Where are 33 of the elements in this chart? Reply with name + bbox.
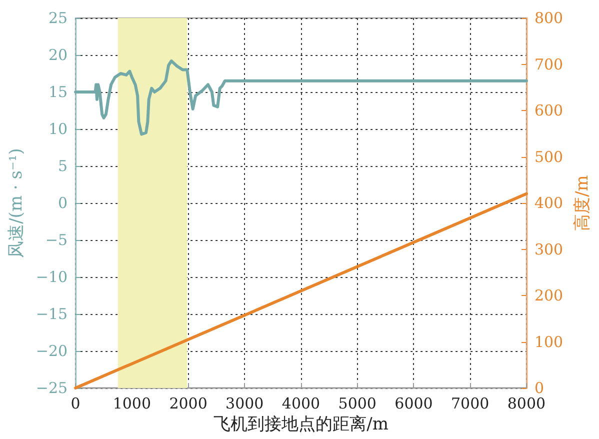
y-tick-label: 10 xyxy=(48,120,68,138)
y2-tick-label: 300 xyxy=(534,240,564,258)
y2-tick-label: 800 xyxy=(534,9,564,27)
x-tick-label: 3000 xyxy=(226,394,264,412)
y-tick-label: −5 xyxy=(45,231,68,249)
x-axis-title: 飞机到接地点的距离/m xyxy=(214,414,388,434)
y2-tick-label: 500 xyxy=(534,148,564,166)
y-tick-label: 5 xyxy=(58,157,68,175)
y2-tick-label: 200 xyxy=(534,286,564,304)
y2-tick-label: 100 xyxy=(534,332,564,351)
x-tick-label: 0 xyxy=(70,394,80,412)
y2-tick-label: 0 xyxy=(534,379,544,397)
y-tick-label: 25 xyxy=(48,9,68,27)
x-tick-label: 8000 xyxy=(507,394,546,412)
y2-tick-label: 600 xyxy=(534,102,564,120)
x-tick-label: 7000 xyxy=(451,394,490,412)
y-tick-label: −25 xyxy=(36,379,68,397)
y-tick-label: −15 xyxy=(36,305,68,323)
x-tick-label: 5000 xyxy=(338,394,376,412)
y-axis-title: 风速/(m · s⁻¹) xyxy=(6,148,26,258)
y-tick-label: −20 xyxy=(36,342,68,360)
x-tick-label: 4000 xyxy=(282,394,320,412)
y2-tick-label: 700 xyxy=(534,55,564,74)
y-tick-label: 20 xyxy=(48,46,68,64)
x-tick-label: 6000 xyxy=(394,394,433,412)
x-tick-label: 2000 xyxy=(169,394,208,412)
y2-tick-label: 400 xyxy=(534,194,564,212)
line-series xyxy=(74,59,528,136)
y2-axis-title: 高度/m xyxy=(572,175,592,231)
y-tick-label: 0 xyxy=(58,194,68,212)
x-tick-label: 1000 xyxy=(112,394,152,412)
y-tick-label: −10 xyxy=(36,268,68,286)
y-tick-label: 15 xyxy=(48,83,68,101)
